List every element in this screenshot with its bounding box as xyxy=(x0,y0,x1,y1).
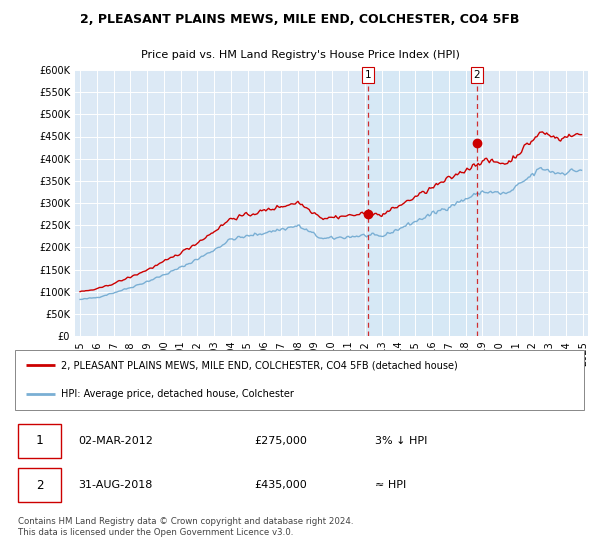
Text: 2, PLEASANT PLAINS MEWS, MILE END, COLCHESTER, CO4 5FB (detached house): 2, PLEASANT PLAINS MEWS, MILE END, COLCH… xyxy=(61,360,458,370)
Text: 1: 1 xyxy=(36,434,43,447)
Text: 31-AUG-2018: 31-AUG-2018 xyxy=(78,480,152,490)
FancyBboxPatch shape xyxy=(18,468,61,502)
Text: 02-MAR-2012: 02-MAR-2012 xyxy=(78,436,153,446)
Text: HPI: Average price, detached house, Colchester: HPI: Average price, detached house, Colc… xyxy=(61,389,294,399)
Text: 1: 1 xyxy=(365,70,371,80)
Text: Price paid vs. HM Land Registry's House Price Index (HPI): Price paid vs. HM Land Registry's House … xyxy=(140,50,460,59)
Bar xyxy=(368,70,477,336)
Text: 2: 2 xyxy=(473,70,480,80)
Text: 2: 2 xyxy=(36,479,43,492)
Text: ≈ HPI: ≈ HPI xyxy=(375,480,406,490)
Text: 3% ↓ HPI: 3% ↓ HPI xyxy=(375,436,427,446)
FancyBboxPatch shape xyxy=(18,424,61,458)
FancyBboxPatch shape xyxy=(15,350,584,410)
Text: £275,000: £275,000 xyxy=(254,436,307,446)
Text: Contains HM Land Registry data © Crown copyright and database right 2024.
This d: Contains HM Land Registry data © Crown c… xyxy=(18,517,353,536)
Text: £435,000: £435,000 xyxy=(254,480,307,490)
Text: 2, PLEASANT PLAINS MEWS, MILE END, COLCHESTER, CO4 5FB: 2, PLEASANT PLAINS MEWS, MILE END, COLCH… xyxy=(80,13,520,26)
